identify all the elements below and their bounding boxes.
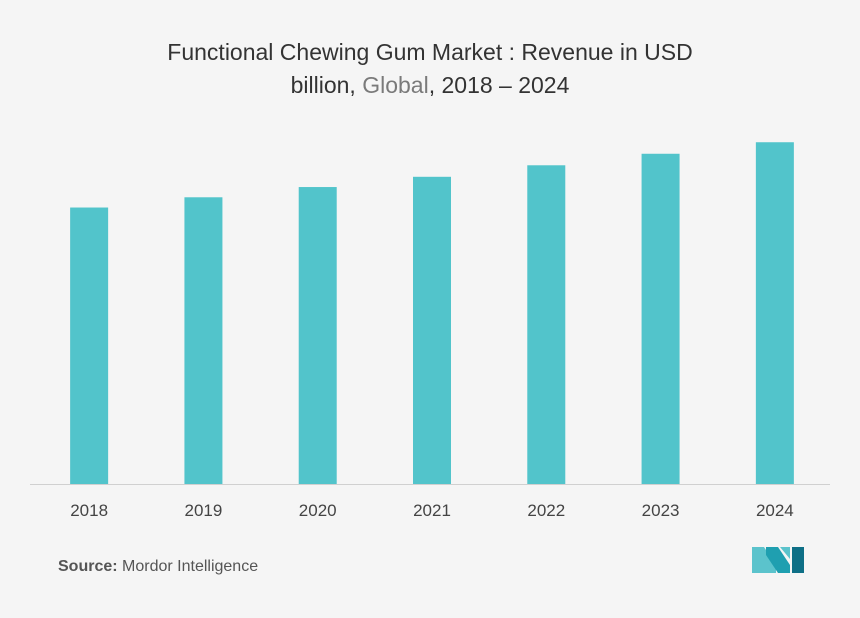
bar-2020 [298, 187, 337, 485]
bar-2024 [755, 142, 794, 485]
x-tick-label-2023: 2023 [642, 501, 680, 520]
bar-group [70, 142, 794, 485]
bar-2022 [527, 165, 566, 484]
x-tick-label-2019: 2019 [185, 501, 223, 520]
chart-title: Functional Chewing Gum Market : Revenue … [0, 36, 860, 102]
x-tick-label-2021: 2021 [413, 501, 451, 520]
chart-title-line-2: billion, Global, 2018 – 2024 [0, 69, 860, 102]
bar-2018 [70, 207, 109, 484]
source-label: Source: [58, 558, 118, 575]
x-tick-label-2020: 2020 [299, 501, 337, 520]
source-note: Source: Mordor Intelligence [58, 558, 258, 576]
x-tick-label-2018: 2018 [70, 501, 108, 520]
chart-title-period: , 2018 – 2024 [428, 72, 570, 98]
x-tick-label-2022: 2022 [527, 501, 565, 520]
chart-title-units: billion, [290, 72, 363, 98]
x-tick-label-2024: 2024 [756, 501, 794, 520]
chart-title-line-1: Functional Chewing Gum Market : Revenue … [167, 39, 693, 65]
bar-2021 [413, 176, 451, 485]
bar-2019 [184, 197, 223, 484]
chart-title-region: Global [362, 72, 429, 98]
x-tick-labels: 2018 2019 2020 2021 2022 2023 2024 [70, 501, 794, 520]
mordor-intelligence-logo-icon [752, 547, 804, 573]
bar-2023 [641, 153, 680, 484]
source-value: Mordor Intelligence [122, 558, 259, 575]
